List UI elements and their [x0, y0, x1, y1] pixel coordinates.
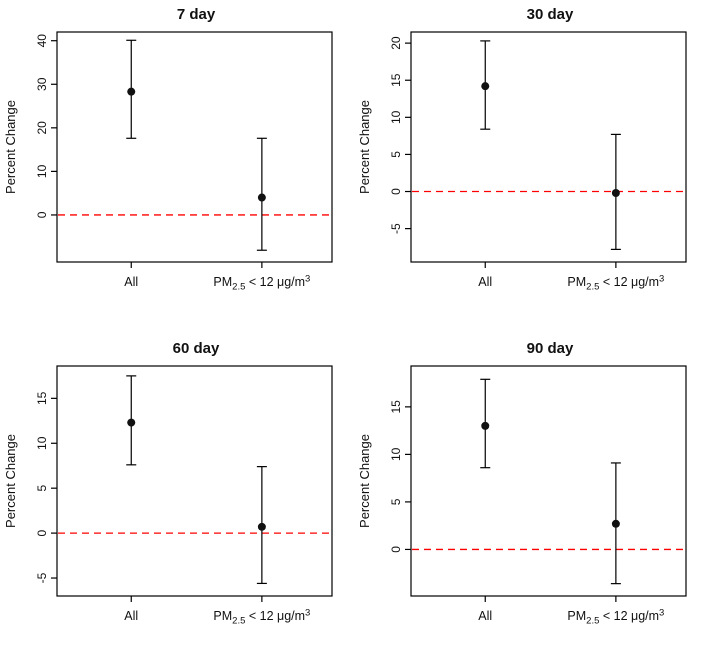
- point-estimate: [611, 519, 620, 528]
- x-category-label: PM2.5 < 12 μg/m3: [567, 274, 664, 293]
- plot-box: [410, 31, 687, 263]
- y-tick-label: 10: [389, 110, 403, 124]
- y-tick-label: 30: [35, 77, 49, 91]
- y-tick-label: 5: [35, 485, 49, 492]
- panel-7-day: 7 day 0 10 20 30 40 Percent Change All PM2.5 < …: [0, 0, 354, 334]
- y-tick-label: 0: [35, 529, 49, 536]
- x-category-label: PM2.5 < 12 μg/m3: [567, 608, 664, 627]
- y-tick-label: -5: [389, 223, 403, 234]
- y-tick-label: 15: [35, 391, 49, 405]
- errorbar-chart-30-day: -5 0 5 10 15 20 Percent Change All PM2.5 < 12 μg…: [357, 31, 687, 293]
- y-tick-label: -5: [35, 572, 49, 583]
- point-estimate: [257, 522, 266, 531]
- panel-title-60-day: 60 day: [172, 340, 220, 357]
- x-category-label: PM2.5 < 12 μg/m3: [213, 608, 310, 627]
- panel-60-day: 60 day -5 0 5 10 15 Percent Change All PM2.5 < …: [0, 334, 354, 668]
- y-tick-label: 20: [389, 36, 403, 50]
- y-tick-label: 0: [35, 211, 49, 218]
- errorbar-chart-90-day: 0 5 10 15 Percent Change All PM2.5 < 12 μg/m3: [357, 365, 687, 627]
- panel-90-day: 90 day 0 5 10 15 Percent Change All PM2.5 < 12…: [354, 334, 708, 668]
- panel-30-day: 30 day -5 0 5 10 15 20 Percent Change All PM2.5 …: [354, 0, 708, 334]
- y-tick-label: 10: [389, 447, 403, 461]
- y-tick-label: 15: [389, 400, 403, 414]
- y-tick-label: 20: [35, 121, 49, 135]
- plot-box: [56, 365, 333, 597]
- y-tick-label: 0: [389, 546, 403, 553]
- y-tick-label: 10: [35, 436, 49, 450]
- point-estimate: [481, 82, 490, 91]
- x-category-label: All: [124, 609, 138, 623]
- y-axis-label: Percent Change: [3, 434, 18, 528]
- y-axis-label: Percent Change: [357, 434, 372, 528]
- y-axis-label: Percent Change: [3, 100, 18, 194]
- point-estimate: [257, 193, 266, 202]
- plot-box: [56, 31, 333, 263]
- x-category-label: All: [478, 609, 492, 623]
- point-estimate: [481, 421, 490, 430]
- errorbar-chart-60-day: -5 0 5 10 15 Percent Change All PM2.5 < 12 μg/m…: [3, 365, 333, 627]
- x-category-label: All: [124, 275, 138, 289]
- x-category-label: PM2.5 < 12 μg/m3: [213, 274, 310, 293]
- panel-title-30-day: 30 day: [526, 6, 574, 23]
- y-tick-label: 10: [35, 164, 49, 178]
- y-tick-label: 0: [389, 188, 403, 195]
- panel-title-90-day: 90 day: [526, 340, 574, 357]
- panel-title-7-day: 7 day: [176, 6, 216, 23]
- point-estimate: [611, 189, 620, 197]
- y-tick-label: 5: [389, 498, 403, 505]
- point-estimate: [127, 87, 136, 96]
- errorbar-chart-7-day: 0 10 20 30 40 Percent Change All PM2.5 < 12 μg/…: [3, 31, 333, 293]
- y-tick-label: 5: [389, 151, 403, 158]
- point-estimate: [127, 418, 136, 427]
- y-axis-label: Percent Change: [357, 100, 372, 194]
- x-category-label: All: [478, 275, 492, 289]
- y-tick-label: 15: [389, 73, 403, 87]
- plot-box: [410, 365, 687, 597]
- y-tick-label: 40: [35, 34, 49, 48]
